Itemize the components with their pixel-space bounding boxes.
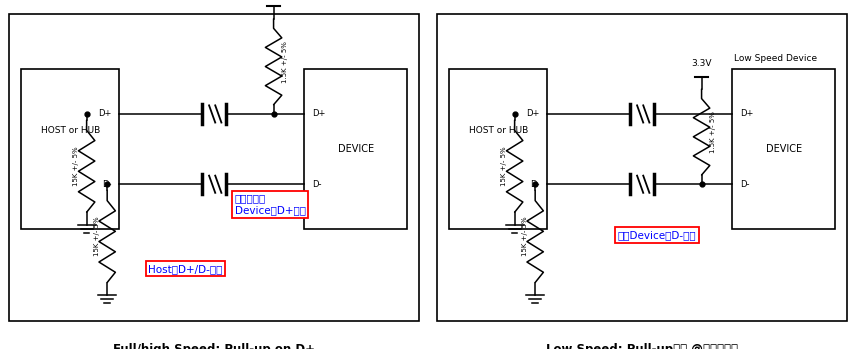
- Text: DEVICE: DEVICE: [337, 144, 374, 154]
- Text: Low Speed: Pull-up头条 @工程师小何: Low Speed: Pull-up头条 @工程师小何: [546, 343, 738, 349]
- Text: 15K +/- 5%: 15K +/- 5%: [502, 146, 508, 186]
- Text: D+: D+: [526, 110, 539, 118]
- Text: 1.5K +/- 5%: 1.5K +/- 5%: [710, 111, 716, 153]
- Text: Full/high Speed: Pull-up on D+: Full/high Speed: Pull-up on D+: [113, 343, 315, 349]
- Text: D-: D-: [530, 180, 539, 189]
- Bar: [305, 69, 407, 229]
- Text: D+: D+: [98, 110, 111, 118]
- Text: Host的D+/D-下拉: Host的D+/D-下拉: [148, 264, 223, 274]
- Text: D-: D-: [102, 180, 111, 189]
- Text: D+: D+: [740, 110, 754, 118]
- Text: HOST or HUB: HOST or HUB: [40, 126, 100, 135]
- Text: 高速、全速
Device的D+上拉: 高速、全速 Device的D+上拉: [235, 194, 306, 215]
- Text: 15K +/- 5%: 15K +/- 5%: [522, 217, 528, 256]
- Bar: [449, 69, 548, 229]
- Text: D+: D+: [312, 110, 326, 118]
- Text: DEVICE: DEVICE: [765, 144, 802, 154]
- Text: 3.3V: 3.3V: [692, 59, 712, 67]
- Text: 15K +/- 5%: 15K +/- 5%: [94, 217, 100, 256]
- Text: 15K +/- 5%: 15K +/- 5%: [74, 146, 80, 186]
- Bar: [733, 69, 835, 229]
- Bar: [21, 69, 120, 229]
- Text: D-: D-: [740, 180, 750, 189]
- Text: Low Speed Device: Low Speed Device: [734, 54, 817, 63]
- Text: 1.5K +/- 5%: 1.5K +/- 5%: [282, 41, 288, 83]
- Text: D-: D-: [312, 180, 322, 189]
- Text: HOST or HUB: HOST or HUB: [468, 126, 528, 135]
- Text: 低速Device的D-上拉: 低速Device的D-上拉: [617, 230, 696, 240]
